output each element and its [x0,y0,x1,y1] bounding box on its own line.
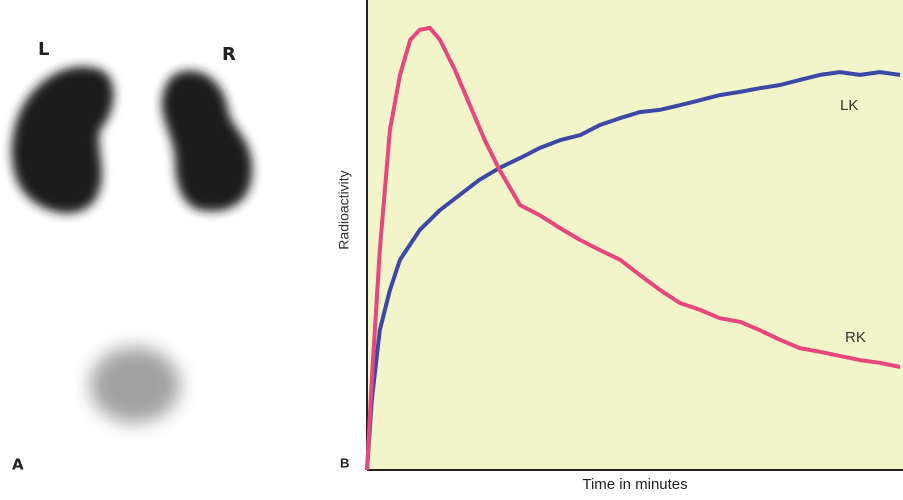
y-axis-label: Radioactivity [336,170,352,249]
panel-letter: A [12,456,24,474]
left-label: L [38,39,49,60]
series-line [365,25,901,471]
renogram: Time in minutes Radioactivity B LK RK [336,0,903,493]
right-kidney [161,70,253,212]
right-label: R [222,44,236,65]
scintigram: L R A [11,39,253,474]
series-label: LK [840,97,858,114]
series-line [365,70,901,471]
plot-background [367,0,903,470]
left-kidney [11,66,114,214]
bladder [90,347,180,423]
series-label: RK [845,329,866,346]
x-axis-label: Time in minutes [582,476,687,493]
panel-letter: B [340,455,349,470]
